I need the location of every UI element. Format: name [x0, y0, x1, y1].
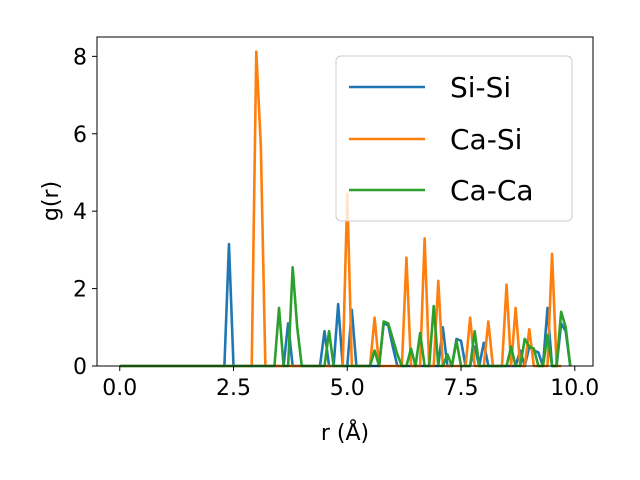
y-axis-label: g(r) [39, 181, 64, 221]
y-tick-label: 6 [73, 123, 87, 148]
legend: Si-Si Ca-Si Ca-Ca [335, 55, 573, 222]
y-tick-label: 2 [73, 278, 87, 303]
legend-frame [335, 55, 573, 222]
y-axis-ticks: 0 2 4 6 8 [73, 45, 97, 380]
y-tick-label: 0 [73, 355, 87, 380]
legend-label-ca-ca: Ca-Ca [450, 174, 534, 207]
legend-label-ca-si: Ca-Si [450, 123, 522, 156]
x-tick-label: 10.0 [550, 376, 599, 401]
x-tick-label: 2.5 [216, 376, 251, 401]
plot-frame [96, 36, 594, 367]
legend-label-si-si: Si-Si [450, 71, 511, 104]
x-tick-label: 7.5 [444, 376, 479, 401]
x-axis-label: r (Å) [321, 419, 369, 446]
y-tick-label: 8 [73, 45, 87, 70]
y-tick-label: 4 [73, 200, 87, 225]
x-tick-label: 0.0 [102, 376, 137, 401]
plot-area [96, 36, 594, 368]
x-axis-ticks: 0.0 2.5 5.0 7.5 10.0 [102, 366, 599, 401]
x-tick-label: 5.0 [330, 376, 365, 401]
